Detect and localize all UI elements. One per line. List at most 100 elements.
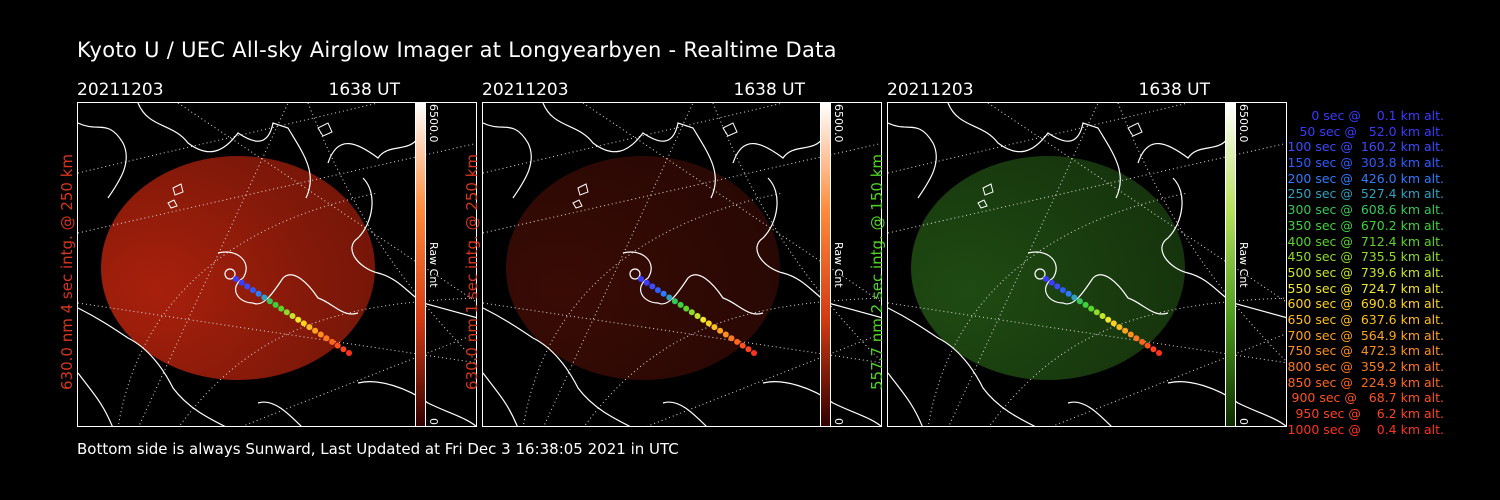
- legend-entry: 900 sec @ 68.7 km alt.: [1287, 390, 1444, 406]
- legend-entry: 650 sec @ 637.6 km alt.: [1283, 311, 1445, 327]
- page-title: Kyoto U / UEC All-sky Airglow Imager at …: [77, 38, 837, 62]
- legend-entry: 850 sec @ 224.9 km alt.: [1283, 374, 1445, 390]
- grid-line: [927, 192, 1189, 426]
- trajectory-point: [266, 298, 273, 305]
- legend-entry: 450 sec @ 735.5 km alt.: [1283, 249, 1445, 265]
- trajectory-point: [638, 276, 644, 282]
- grid-line: [177, 103, 476, 303]
- legend-entry: 100 sec @ 160.2 km alt.: [1283, 139, 1445, 155]
- trajectory-point: [717, 327, 724, 334]
- trajectory-point: [1116, 324, 1123, 331]
- trajectory-point: [1076, 298, 1083, 305]
- trajectory-point: [751, 350, 757, 356]
- trajectory-point: [346, 350, 352, 356]
- trajectory-point: [1156, 350, 1162, 356]
- altitude-legend: 0 sec @ 0.1 km alt. 50 sec @ 52.0 km alt…: [1262, 108, 1445, 437]
- trajectory-point: [660, 290, 667, 297]
- station-marker: [1034, 268, 1046, 280]
- legend-entry: 150 sec @ 303.8 km alt.: [1283, 155, 1445, 171]
- grid-line: [582, 103, 881, 303]
- trajectory-point: [233, 276, 239, 282]
- panel-2-colorbar-min: 0: [832, 418, 845, 425]
- trajectory-point: [1059, 287, 1066, 294]
- trajectory-point: [705, 320, 712, 327]
- trajectory-point: [323, 335, 330, 342]
- panel-3-wavelength-label: 557.7 nm 2 sec intg. @ 150 km: [868, 153, 886, 390]
- legend-entry: 750 sec @ 472.3 km alt.: [1283, 343, 1445, 359]
- legend-entry: 300 sec @ 608.6 km alt.: [1283, 202, 1445, 218]
- trajectory-point: [1048, 279, 1055, 286]
- legend-entry: 200 sec @ 426.0 km alt.: [1283, 170, 1445, 186]
- trajectory-point: [306, 324, 313, 331]
- trajectory-point: [295, 316, 302, 323]
- panel-3-colorbar-unit: Raw Cnt: [1237, 242, 1250, 288]
- legend-entry: 500 sec @ 739.6 km alt.: [1283, 264, 1445, 280]
- trajectory-point: [1122, 327, 1129, 334]
- trajectory-point: [739, 342, 746, 349]
- legend-entry: 700 sec @ 564.9 km alt.: [1283, 327, 1445, 343]
- coastline: [78, 103, 476, 426]
- coastline: [888, 103, 1286, 426]
- panel-3-sky-image: [887, 102, 1287, 427]
- trajectory-point: [728, 335, 735, 342]
- trajectory-point: [688, 309, 695, 316]
- trajectory-point: [244, 283, 251, 290]
- legend-entry: 1000 sec @ 0.4 km alt.: [1287, 421, 1444, 437]
- island-outline: [167, 122, 333, 209]
- panel-1-colorbar-min: 0: [427, 418, 440, 425]
- grid-line: [178, 297, 476, 426]
- panel-2-time: 1638 UT: [733, 80, 806, 100]
- legend-entry: 800 sec @ 359.2 km alt.: [1283, 359, 1445, 374]
- panel-3-colorbar-min: 0: [1237, 418, 1250, 425]
- grid-line: [483, 103, 784, 174]
- trajectory-point: [734, 338, 741, 345]
- panel-2-date: 20211203: [482, 80, 569, 100]
- trajectory-point: [666, 294, 673, 301]
- trajectory-point: [711, 324, 718, 331]
- trajectory-point: [312, 327, 319, 334]
- legend-entry: 50 sec @ 52.0 km alt.: [1291, 123, 1444, 139]
- panel-3-time: 1638 UT: [1138, 80, 1211, 100]
- trajectory-point: [1127, 331, 1134, 338]
- grid-line: [583, 297, 881, 426]
- trajectory-point: [1088, 305, 1095, 312]
- trajectory-point: [1144, 342, 1151, 349]
- legend-entry: 0 sec @ 0.1 km alt.: [1299, 108, 1444, 123]
- island-outline: [572, 122, 738, 209]
- trajectory-point: [300, 320, 307, 327]
- trajectory-point: [1099, 313, 1106, 319]
- footer-note: Bottom side is always Sunward, Last Upda…: [77, 440, 679, 458]
- grid-line: [888, 142, 1286, 234]
- trajectory-point: [1110, 320, 1117, 327]
- trajectory-point: [700, 316, 707, 323]
- trajectory-point: [278, 305, 285, 312]
- trajectory-point: [340, 346, 347, 353]
- trajectory-point: [671, 298, 678, 305]
- trajectory-point: [1065, 290, 1072, 297]
- trajectory-point: [1139, 338, 1146, 345]
- panel-1-wavelength-label: 630.0 nm 4 sec intg. @ 250 km: [58, 153, 76, 390]
- trajectory-point: [289, 313, 296, 319]
- trajectory-point: [329, 338, 336, 345]
- trajectory-point: [745, 346, 752, 353]
- trajectory-point: [334, 342, 341, 349]
- trajectory-point: [255, 290, 262, 297]
- trajectory-point: [654, 287, 661, 294]
- panel-3-colorbar: [1225, 102, 1236, 427]
- legend-entry: 350 sec @ 670.2 km alt.: [1283, 217, 1445, 233]
- grid-line: [987, 103, 1286, 303]
- trajectory-point: [1071, 294, 1078, 301]
- legend-entry: 250 sec @ 527.4 km alt.: [1283, 186, 1445, 202]
- trajectory-point: [1043, 276, 1049, 282]
- panel-1-date: 20211203: [77, 80, 164, 100]
- island-outline: [977, 122, 1143, 209]
- grid-line: [483, 142, 881, 234]
- panel-1-colorbar-max: 6500.0: [427, 104, 440, 143]
- panel-3-colorbar-max: 6500.0: [1237, 104, 1250, 143]
- grid-line: [988, 297, 1286, 426]
- trajectory-point: [1133, 335, 1140, 342]
- trajectory-point: [722, 331, 729, 338]
- panel-2-colorbar: [820, 102, 831, 427]
- trajectory-point: [1054, 283, 1061, 290]
- trajectory-point: [283, 309, 290, 316]
